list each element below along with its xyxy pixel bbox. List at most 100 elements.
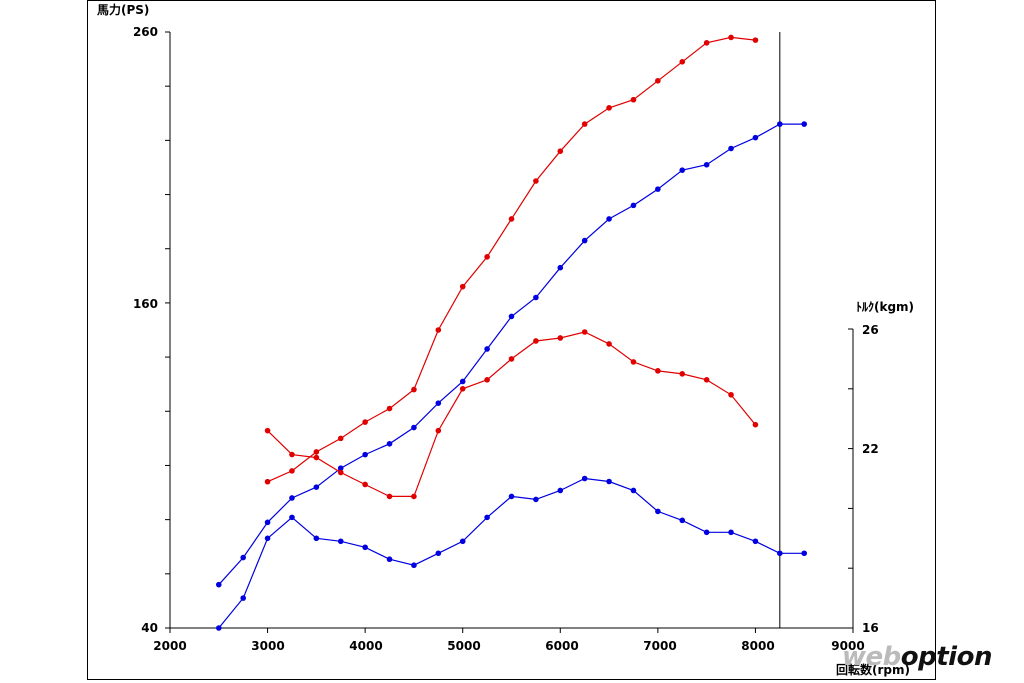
y-left-tick-label: 40 <box>141 621 158 635</box>
torque-point-blue <box>752 538 759 545</box>
x-tick-label: 5000 <box>447 639 480 653</box>
power-point-blue <box>459 378 466 385</box>
torque-point-blue <box>630 487 637 494</box>
power-point-red <box>362 419 368 425</box>
power-point-red <box>484 254 490 260</box>
torque-point-blue <box>655 508 661 515</box>
power-point-red <box>728 34 734 41</box>
torque-point-blue <box>557 487 564 494</box>
torque-point-red <box>630 359 637 365</box>
watermark-prefix: web <box>842 642 901 672</box>
weboption-watermark: weboption <box>842 642 1022 678</box>
torque-point-red <box>533 338 539 344</box>
power-point-red <box>289 468 295 474</box>
power-point-blue <box>435 400 442 406</box>
power-point-blue <box>703 161 710 168</box>
power-point-red <box>313 449 320 455</box>
power-point-blue <box>630 202 637 209</box>
power-point-red <box>264 478 271 485</box>
power-point-blue <box>362 451 368 458</box>
power-point-red <box>679 59 686 65</box>
torque-point-blue <box>459 538 466 545</box>
torque-point-blue <box>581 475 588 482</box>
x-tick-label: 6000 <box>545 639 578 653</box>
x-tick-label: 9000 <box>831 639 864 653</box>
power-point-red <box>630 96 637 103</box>
power-point-red <box>337 435 344 442</box>
power-point-red <box>752 37 759 43</box>
torque-point-red <box>484 377 490 383</box>
torque-point-red <box>728 391 734 398</box>
y-left-tick-label: 160 <box>133 297 158 311</box>
torque-point-blue <box>289 514 295 521</box>
power-point-red <box>386 405 393 412</box>
torque-point-blue <box>728 529 734 536</box>
power-point-blue <box>801 121 808 127</box>
power-point-blue <box>337 465 344 471</box>
chart-frame <box>87 0 936 680</box>
power-point-red <box>581 121 588 127</box>
power-point-red <box>411 386 417 393</box>
x-tick-label: 4000 <box>349 639 382 653</box>
torque-point-red <box>606 341 612 347</box>
y-right-tick-label: 22 <box>862 442 879 456</box>
torque-point-blue <box>679 517 686 524</box>
torque-point-blue <box>435 550 442 557</box>
power-line-red <box>267 36 756 483</box>
torque-point-blue <box>264 535 271 542</box>
torque-point-red <box>703 377 710 383</box>
torque-point-red <box>386 493 393 500</box>
torque-point-red <box>581 329 588 335</box>
power-point-blue <box>508 313 515 320</box>
torque-point-red <box>459 386 466 392</box>
x-axis-label: 回転数(rpm) <box>836 662 910 677</box>
torque-point-red <box>313 454 320 461</box>
torque-point-blue <box>777 550 783 557</box>
y-right-tick-label: 16 <box>862 621 879 635</box>
torque-point-red <box>557 335 564 341</box>
power-point-blue <box>240 554 246 561</box>
torque-point-blue <box>606 478 612 485</box>
torque-point-blue <box>386 556 393 563</box>
torque-point-red <box>337 469 344 476</box>
torque-point-red <box>752 421 759 428</box>
power-point-blue <box>386 440 393 447</box>
right-axis-label: ﾄﾙｸ(kgm) <box>856 300 914 314</box>
power-point-blue <box>215 581 222 588</box>
torque-point-blue <box>337 538 344 545</box>
power-point-red <box>508 216 515 222</box>
torque-point-red <box>264 427 271 434</box>
torque-point-blue <box>313 535 320 542</box>
torque-point-red <box>508 356 515 362</box>
watermark-brand: option <box>900 642 993 672</box>
y-left-tick-label: 260 <box>133 25 158 39</box>
x-tick-label: 3000 <box>251 639 284 653</box>
torque-point-blue <box>508 493 515 500</box>
power-point-blue <box>557 264 564 271</box>
x-tick-label: 7000 <box>643 639 676 653</box>
torque-point-blue <box>411 562 417 569</box>
power-point-blue <box>484 346 490 352</box>
power-point-blue <box>533 294 539 301</box>
x-tick-label: 8000 <box>741 639 774 653</box>
torque-point-blue <box>215 625 222 631</box>
power-point-blue <box>606 216 612 222</box>
power-point-blue <box>679 167 686 173</box>
power-point-red <box>655 77 661 84</box>
x-tick-label: 2000 <box>153 639 186 653</box>
power-point-blue <box>777 121 783 127</box>
y-right-tick-label: 26 <box>862 323 879 337</box>
torque-point-red <box>289 451 295 458</box>
power-point-red <box>533 178 539 184</box>
torque-point-red <box>362 481 368 488</box>
torque-point-blue <box>703 529 710 536</box>
torque-point-blue <box>362 544 368 551</box>
power-point-red <box>435 327 442 333</box>
torque-point-blue <box>801 550 808 557</box>
power-point-blue <box>655 186 661 192</box>
torque-point-blue <box>484 514 490 521</box>
power-point-blue <box>264 519 271 526</box>
torque-point-red <box>655 368 661 374</box>
power-point-blue <box>581 237 588 244</box>
